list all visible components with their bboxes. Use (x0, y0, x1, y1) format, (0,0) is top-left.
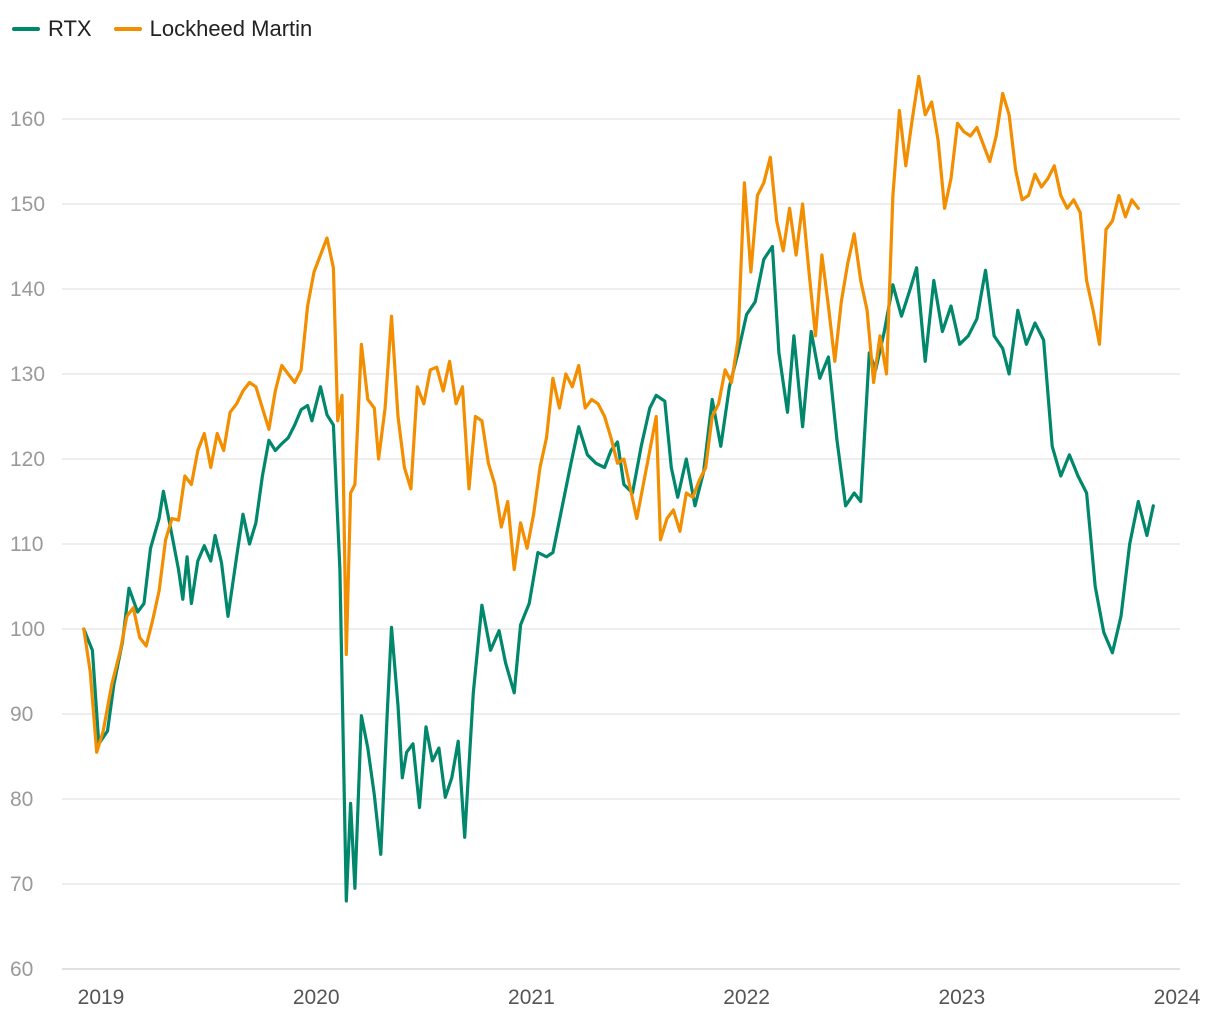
x-tick-label-2024: 2024 (1154, 986, 1201, 1009)
x-tick-label-2021: 2021 (508, 986, 555, 1009)
chart-legend: RTX Lockheed Martin (12, 16, 312, 42)
y-tick-label-120: 120 (10, 448, 45, 471)
grid-lines (62, 118, 1180, 970)
y-tick-label-160: 160 (10, 108, 45, 131)
legend-item-lockheed-martin[interactable]: Lockheed Martin (113, 16, 313, 42)
y-tick-label-150: 150 (10, 193, 45, 216)
legend-item-rtx[interactable]: RTX (12, 16, 92, 42)
x-axis-labels: 2019 2020 2021 2022 2023 2024 (78, 986, 1201, 1009)
x-tick-label-2019: 2019 (78, 986, 125, 1009)
y-tick-label-130: 130 (10, 363, 45, 386)
legend-swatch-rtx (12, 27, 40, 31)
legend-swatch-lockheed-martin (113, 27, 142, 31)
x-tick-label-2020: 2020 (293, 986, 340, 1009)
series-line-lockheed-martin[interactable] (82, 74, 1140, 754)
series-line-rtx[interactable] (82, 244, 1155, 903)
y-tick-label-70: 70 (10, 873, 33, 896)
y-tick-label-60: 60 (10, 958, 33, 981)
y-tick-label-110: 110 (10, 533, 43, 556)
x-tick-label-2022: 2022 (723, 986, 770, 1009)
y-axis-labels: 60 70 80 90 100 110 120 130 140 150 160 (10, 108, 45, 981)
y-tick-label-140: 140 (10, 278, 45, 301)
legend-label-lockheed-martin: Lockheed Martin (149, 16, 313, 41)
legend-label-rtx: RTX (48, 16, 92, 41)
y-tick-label-90: 90 (10, 703, 33, 726)
x-tick-label-2023: 2023 (938, 986, 985, 1009)
y-tick-label-100: 100 (10, 618, 45, 641)
series-lines (82, 74, 1155, 903)
y-tick-label-80: 80 (10, 788, 33, 811)
